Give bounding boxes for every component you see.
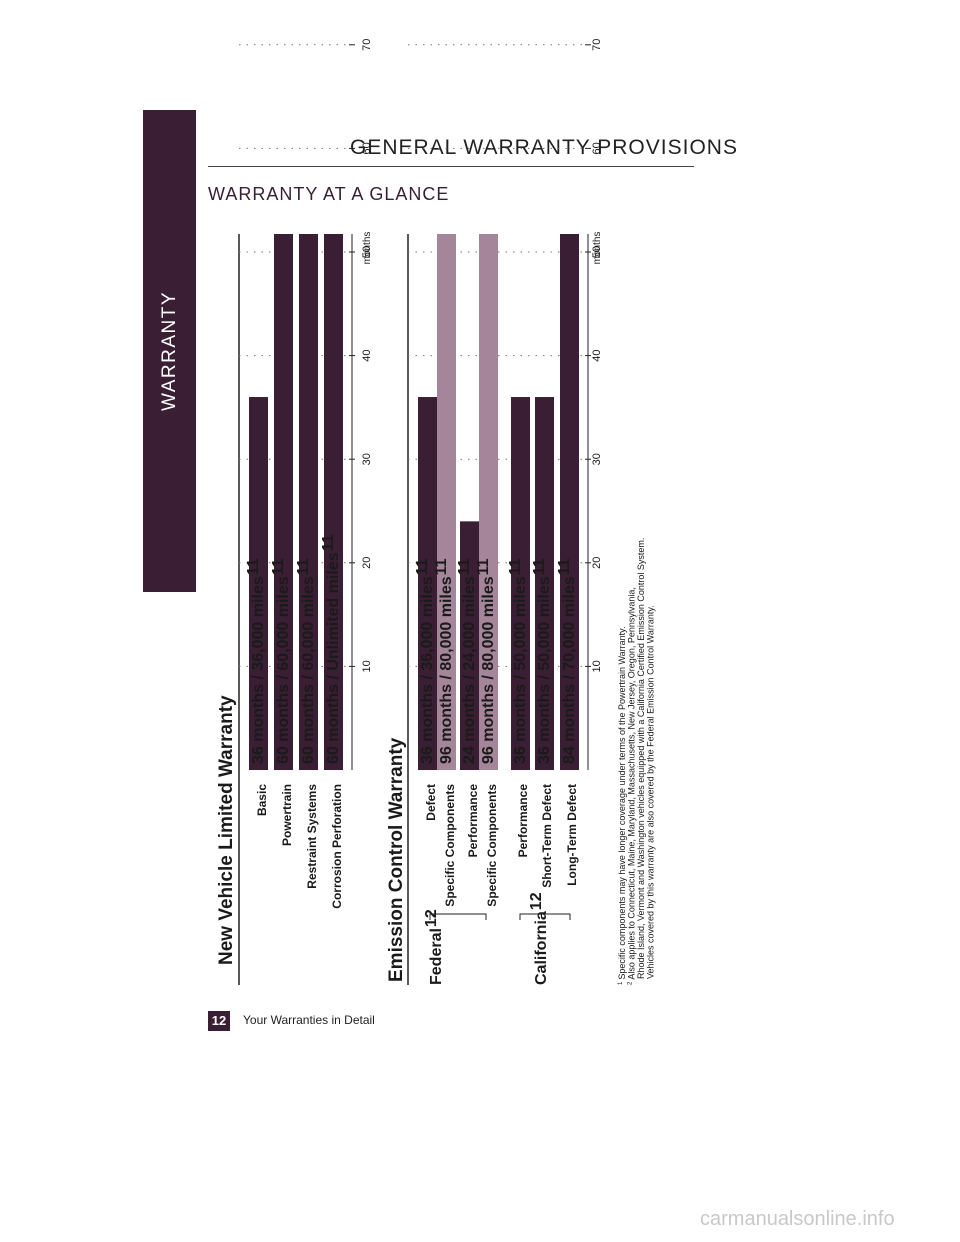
tick-label: 30	[361, 453, 373, 465]
[object SVGGElement]-superscript: 11	[270, 558, 287, 575]
[object SVGGElement]-superscript: 11	[556, 558, 573, 575]
chart-title: New Vehicle Limited Warranty	[216, 695, 237, 965]
[object SVGGElement]-superscript: 12	[528, 892, 545, 910]
category-label: Performance	[466, 784, 480, 858]
category-label: Specific Components	[485, 784, 499, 907]
category-label: Restraint Systems	[305, 784, 319, 889]
tick-label: 70	[591, 39, 603, 51]
bar	[511, 397, 530, 770]
[object SVGGElement]: 36 months / 50,000 miles11	[531, 558, 553, 764]
footer-text: Your Warranties in Detail	[243, 1013, 375, 1027]
tick-label: 50	[591, 246, 603, 258]
category-label: Short-Term Defect	[540, 784, 554, 888]
category-label: Defect	[424, 784, 438, 821]
footnote-line: 1 Specific components may have longer cov…	[617, 626, 627, 985]
tick-label: 40	[361, 349, 373, 361]
category-label: Powertrain	[280, 784, 294, 846]
footnote-mark: 2	[628, 981, 634, 985]
tick-label: 40	[591, 349, 603, 361]
tick-label: 10	[591, 660, 603, 672]
footnote-text: Specific components may have longer cove…	[617, 626, 627, 979]
tick-label: 60	[361, 142, 373, 154]
watermark: carmanualsonline.info	[700, 1208, 895, 1230]
section-divider	[208, 166, 694, 167]
[object SVGGElement]: 96 months / 80,000 miles11	[475, 558, 497, 764]
[object SVGGElement]: California12	[528, 892, 550, 985]
[object SVGGElement]: 36 months / 36,000 miles11	[414, 558, 436, 764]
group-bracket	[429, 913, 487, 920]
bar	[437, 234, 456, 770]
bar	[560, 234, 579, 770]
[object SVGGElement]: 24 months / 24,000 miles11	[456, 558, 478, 764]
tick-label: 50	[361, 246, 373, 258]
bar	[324, 234, 343, 770]
[object SVGGElement]-superscript: 11	[295, 558, 312, 575]
[object SVGGElement]-superscript: 11	[456, 558, 473, 575]
footnote-mark: 1	[618, 981, 624, 985]
emission-chart: Emission Control Warranty Defect Specific …	[386, 39, 603, 985]
[object SVGGElement]: 96 months / 80,000 miles11	[433, 558, 455, 764]
page-number-badge: 12	[208, 1011, 230, 1031]
footnote-text: Vehicles covered by this warranty are al…	[646, 605, 656, 979]
footnote-line: 2Also applies to Connecticut, Maine, Mar…	[627, 587, 637, 985]
tick-label: 70	[361, 39, 373, 51]
[object SVGGElement]: 60 months / Unlimited miles11	[320, 534, 342, 764]
category-label: Corrosion Perforation	[330, 784, 344, 909]
page-heading: WARRANTY AT A GLANCE	[208, 184, 450, 204]
footnote-text: Also applies to Connecticut, Maine, Mary…	[627, 587, 637, 980]
[object SVGGElement]-superscript: 11	[245, 558, 262, 575]
new-vehicle-chart: New Vehicle Limited Warranty Basic Powertr…	[216, 39, 373, 985]
bar	[418, 397, 437, 770]
bar	[274, 234, 293, 770]
category-label: Long-Term Defect	[565, 784, 579, 886]
section-title: GENERAL WARRANTY PROVISIONS	[350, 136, 738, 159]
tick-label: 60	[591, 142, 603, 154]
[object SVGGElement]: 84 months / 70,000 miles11	[556, 558, 578, 764]
category-label: Basic	[255, 784, 269, 816]
[object SVGGElement]: 36 months / 50,000 miles11	[507, 558, 529, 764]
footnote-text: Rhode Island, Vermont and Washington veh…	[636, 538, 646, 979]
bar	[249, 397, 268, 770]
[object SVGGElement]-superscript: 11	[320, 534, 337, 551]
[object SVGGElement]-superscript: 11	[433, 558, 450, 575]
[object SVGGElement]: 60 months / 60,000 miles11	[295, 558, 317, 764]
bar	[535, 397, 554, 770]
[object SVGGElement]-superscript: 11	[507, 558, 524, 575]
[object SVGGElement]-superscript: 12	[423, 909, 440, 927]
tick-label: 20	[591, 557, 603, 569]
[object SVGGElement]: 36 months / 36,000 miles11	[245, 558, 267, 764]
footnote-line: Vehicles covered by this warranty are al…	[646, 605, 656, 979]
category-label: Performance	[516, 784, 530, 858]
bar	[460, 521, 479, 770]
footnotes: 1 Specific components may have longer cov…	[617, 538, 656, 985]
side-tab: WARRANTY	[143, 110, 196, 592]
[object SVGGElement]: 60 months / 60,000 miles11	[270, 558, 292, 764]
unit-label: months	[592, 232, 603, 265]
category-label: Specific Components	[443, 784, 457, 907]
footnote-line: Rhode Island, Vermont and Washington veh…	[636, 538, 646, 979]
group-bracket	[519, 913, 571, 920]
tick-label: 10	[361, 660, 373, 672]
[object SVGGElement]: Federal12	[423, 909, 445, 985]
[object SVGGElement]-superscript: 11	[531, 558, 548, 575]
chart-title: Emission Control Warranty	[386, 737, 407, 982]
tick-label: 20	[361, 557, 373, 569]
tick-label: 30	[591, 453, 603, 465]
[object SVGGElement]-superscript: 11	[414, 558, 431, 575]
[object SVGGElement]-superscript: 11	[475, 558, 492, 575]
unit-label: months	[362, 232, 373, 265]
bar	[299, 234, 318, 770]
bar	[479, 234, 498, 770]
